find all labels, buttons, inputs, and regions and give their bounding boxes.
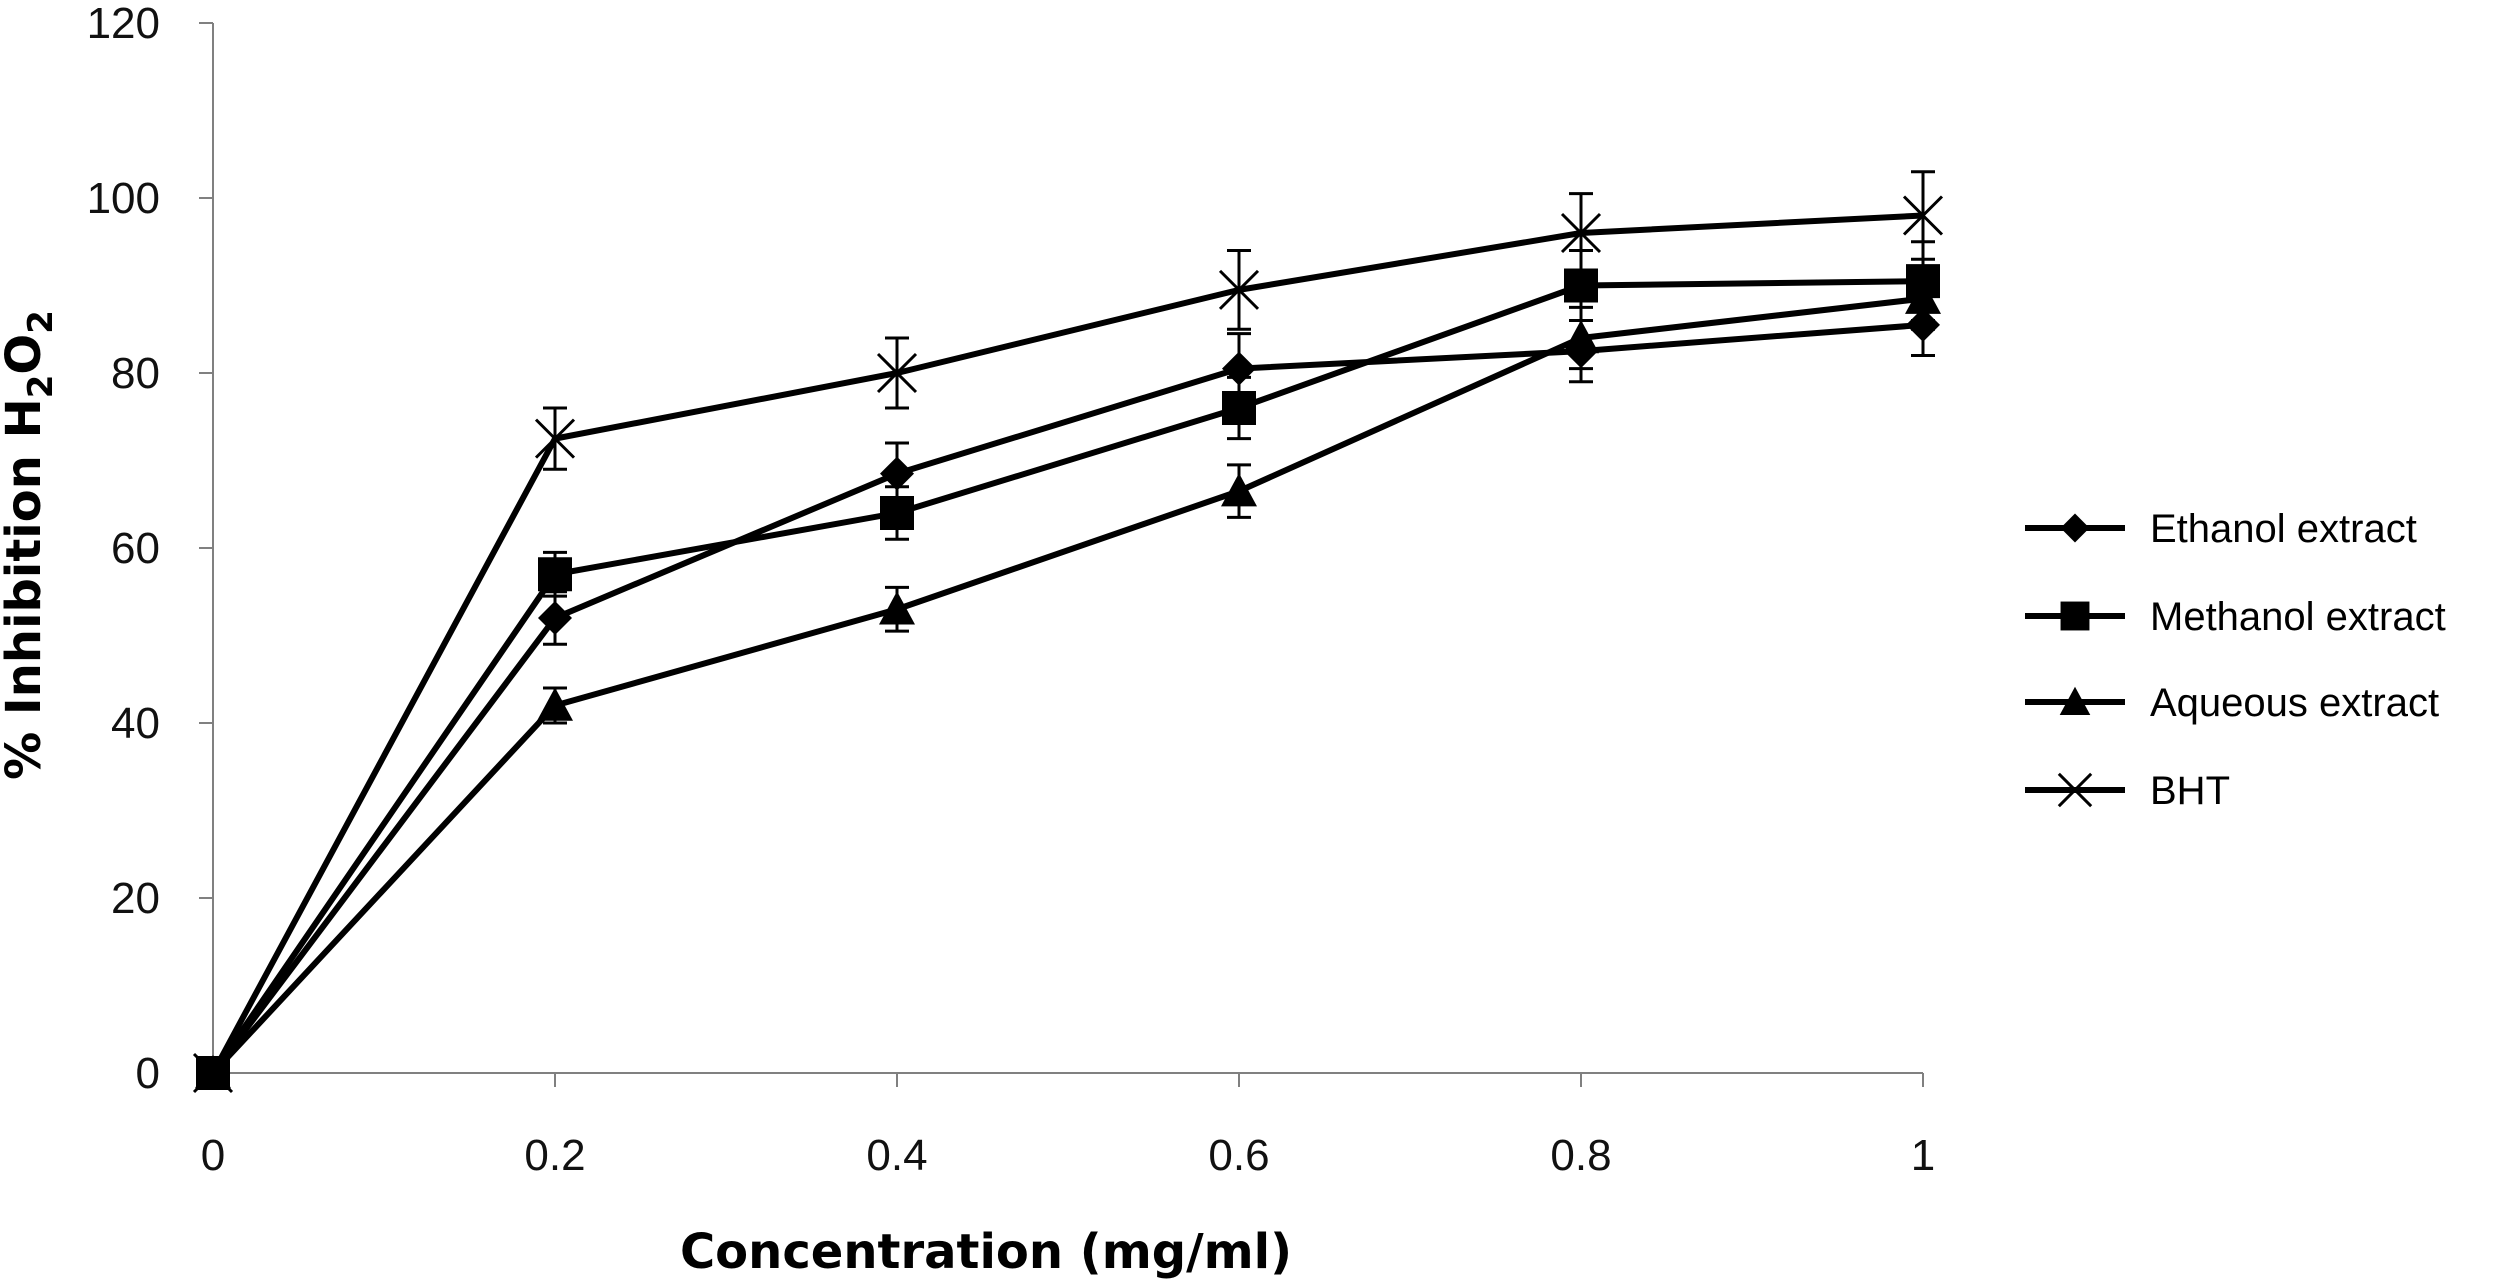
x-marker-stroke [534,418,576,459]
x-tick-label: 1 [1911,1131,1935,1180]
triangle-marker [1221,473,1257,507]
diamond-marker [1222,351,1256,386]
x-marker [1560,212,1602,254]
legend-item: BHT [2025,769,2230,813]
x-marker [1218,269,1260,310]
y-tick-label: 80 [111,349,160,398]
square-marker [1564,268,1598,303]
legend-item: Ethanol extract [2025,507,2417,551]
legend-item: Methanol extract [2025,595,2446,639]
y-tick-label: 40 [111,699,160,748]
x-marker-stroke [192,1052,234,1094]
triangle-marker [1905,280,1941,314]
y-axis-title: % Inhibition H2O2 [0,310,61,780]
x-marker-stroke [1902,195,1944,236]
x-marker [2057,772,2093,808]
legend-label: BHT [2150,769,2230,813]
square-marker [880,496,914,530]
x-marker [534,418,576,459]
series-line-ethanol-extract [210,321,1924,1075]
x-marker-stroke [1218,269,1260,310]
diamond-marker [880,456,914,491]
x-marker [876,352,918,394]
axes: 0 20 40 60 80 100 120 0 0.2 0.4 0.6 0.8 1 [87,0,1936,1180]
square-marker [538,557,572,592]
diamond-marker [2060,513,2090,543]
x-tick-label: 0.2 [524,1131,585,1180]
plot-area [192,170,1944,1094]
legend-label: Ethanol extract [2150,507,2417,551]
y-tick-label: 100 [87,174,160,223]
x-marker [192,1052,234,1094]
legend-label: Aqueous extract [2150,681,2439,725]
x-tick-label: 0.8 [1550,1131,1611,1180]
triangle-marker [537,687,573,721]
series-line-aqueous-extract [210,295,1924,1076]
legend-item: Aqueous extract [2025,681,2439,725]
y-tick-label: 60 [111,524,160,573]
x-tick-label: 0.6 [1208,1131,1269,1180]
x-marker [1902,195,1944,236]
y-tick-label: 0 [136,1049,160,1098]
diamond-marker [538,601,572,635]
legend: Ethanol extract Methanol extract Aqueous e… [2025,507,2446,813]
x-tick-label: 0 [201,1131,225,1180]
x-marker-stroke [876,352,918,394]
triangle-marker [879,591,915,625]
x-axis-title: Concentration (mg/ml) [680,1224,1292,1280]
square-marker [1222,391,1256,425]
x-marker-stroke [2057,772,2093,808]
y-tick-label: 120 [87,0,160,48]
series-line-bht [210,212,1924,1075]
diamond-marker [1906,307,1940,342]
x-tick-label: 0.4 [866,1131,927,1180]
legend-label: Methanol extract [2150,595,2446,639]
triangle-marker [2059,686,2091,716]
series-line-methanol-extract [210,278,1924,1075]
y-tick-label: 20 [111,874,160,923]
square-marker [2060,601,2090,631]
x-marker-stroke [1560,212,1602,254]
triangle-marker [1563,320,1599,354]
